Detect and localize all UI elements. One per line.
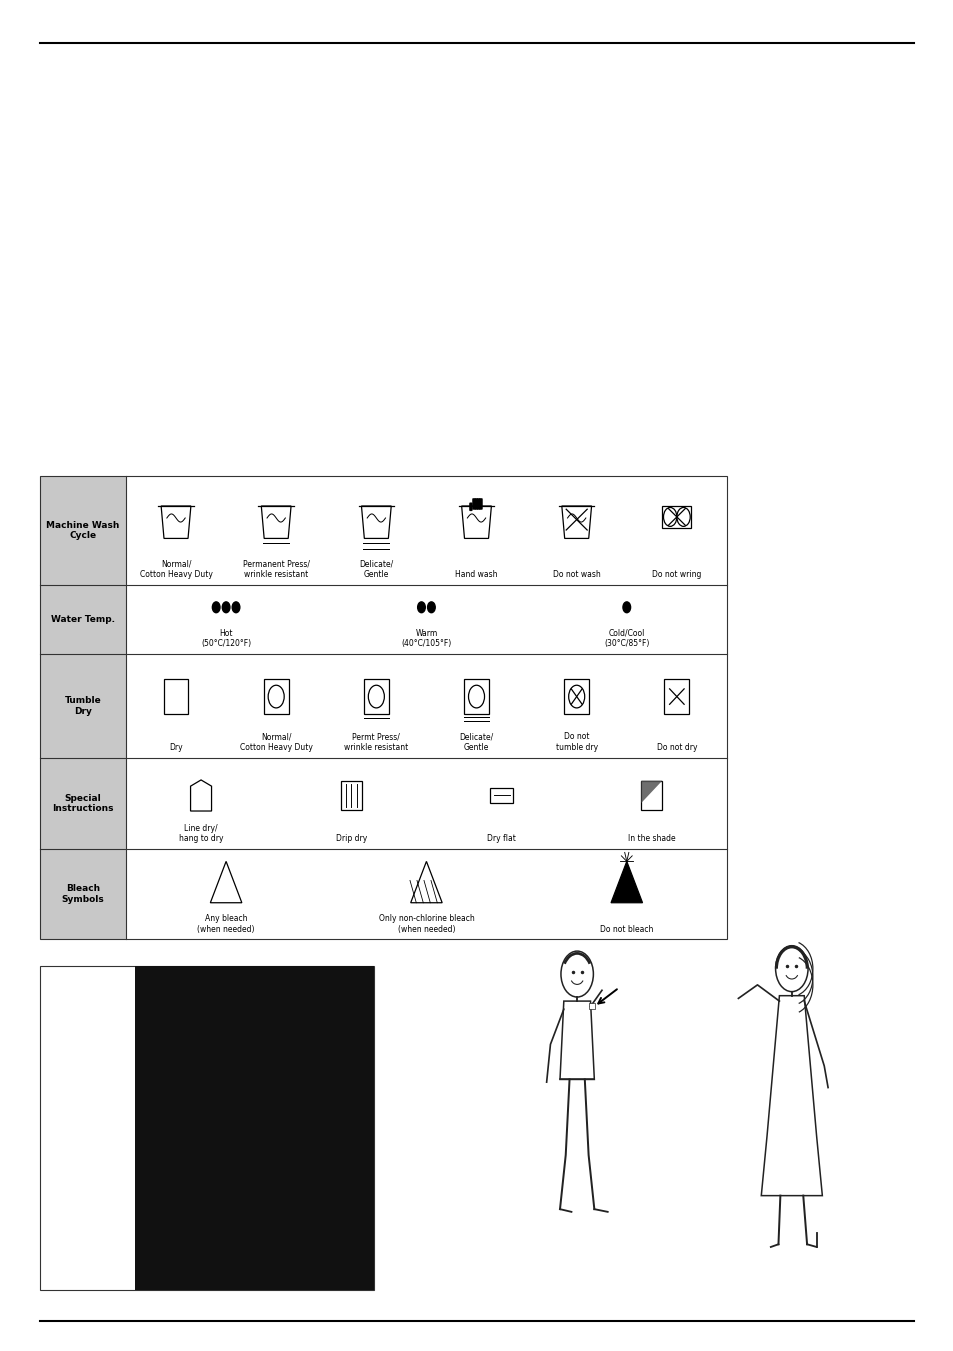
Text: Permt Press/
wrinkle resistant: Permt Press/ wrinkle resistant [344, 732, 408, 751]
FancyBboxPatch shape [469, 503, 472, 511]
Text: In the shade: In the shade [627, 835, 675, 843]
Circle shape [417, 603, 425, 613]
Bar [463, 680, 488, 715]
Text: Delicate/
Gentle: Delicate/ Gentle [359, 559, 393, 578]
Bar [364, 680, 389, 715]
Text: Dry flat: Dry flat [487, 835, 516, 843]
Text: Hot
(50°C/120°F): Hot (50°C/120°F) [201, 628, 251, 648]
Bar [40, 848, 126, 939]
Circle shape [427, 603, 435, 613]
Bar [563, 680, 588, 715]
Text: Normal/
Cotton Heavy Duty: Normal/ Cotton Heavy Duty [239, 732, 313, 751]
Text: Drip dry: Drip dry [335, 835, 367, 843]
Text: Normal/
Cotton Heavy Duty: Normal/ Cotton Heavy Duty [139, 559, 213, 578]
Text: Do not wash: Do not wash [552, 570, 600, 578]
Bar [40, 476, 126, 585]
Circle shape [213, 603, 220, 613]
Text: Special
Instructions: Special Instructions [52, 794, 113, 813]
Text: Water Temp.: Water Temp. [51, 615, 115, 624]
Text: Do not wring: Do not wring [652, 570, 700, 578]
Bar [663, 680, 688, 715]
Text: Warm
(40°C/105°F): Warm (40°C/105°F) [401, 628, 451, 648]
Text: Machine Wash
Cycle: Machine Wash Cycle [47, 520, 119, 540]
Bar [490, 788, 513, 802]
Circle shape [622, 603, 630, 613]
Bar [40, 476, 726, 939]
Text: Delicate/
Gentle: Delicate/ Gentle [459, 732, 493, 751]
Circle shape [232, 603, 239, 613]
Text: Do not dry: Do not dry [656, 743, 697, 751]
Polygon shape [611, 862, 641, 902]
Text: Line dry/
hang to dry: Line dry/ hang to dry [178, 824, 223, 843]
FancyBboxPatch shape [478, 499, 482, 509]
Text: Hand wash: Hand wash [455, 570, 497, 578]
Text: Do not
tumble dry: Do not tumble dry [555, 732, 598, 751]
Text: Do not bleach: Do not bleach [599, 924, 653, 934]
Text: Bleach
Symbols: Bleach Symbols [62, 884, 104, 904]
Bar [263, 680, 288, 715]
Text: Any bleach
(when needed): Any bleach (when needed) [197, 915, 254, 934]
Text: Permanent Press/
wrinkle resistant: Permanent Press/ wrinkle resistant [242, 559, 310, 578]
Bar [135, 966, 374, 1290]
Text: Dry: Dry [169, 743, 183, 751]
Bar [640, 781, 661, 811]
Bar [40, 654, 126, 758]
Bar [163, 680, 188, 715]
Bar [340, 781, 361, 811]
FancyBboxPatch shape [476, 499, 479, 509]
FancyBboxPatch shape [472, 499, 476, 509]
Bar [40, 758, 126, 848]
Text: Cold/Cool
(30°C/85°F): Cold/Cool (30°C/85°F) [603, 628, 649, 648]
Bar [40, 585, 126, 654]
Circle shape [222, 603, 230, 613]
Text: Only non-chlorine bleach
(when needed): Only non-chlorine bleach (when needed) [378, 915, 474, 934]
FancyBboxPatch shape [474, 499, 477, 509]
Polygon shape [640, 781, 661, 802]
Text: Tumble
Dry: Tumble Dry [65, 696, 101, 716]
Bar [40, 966, 374, 1290]
